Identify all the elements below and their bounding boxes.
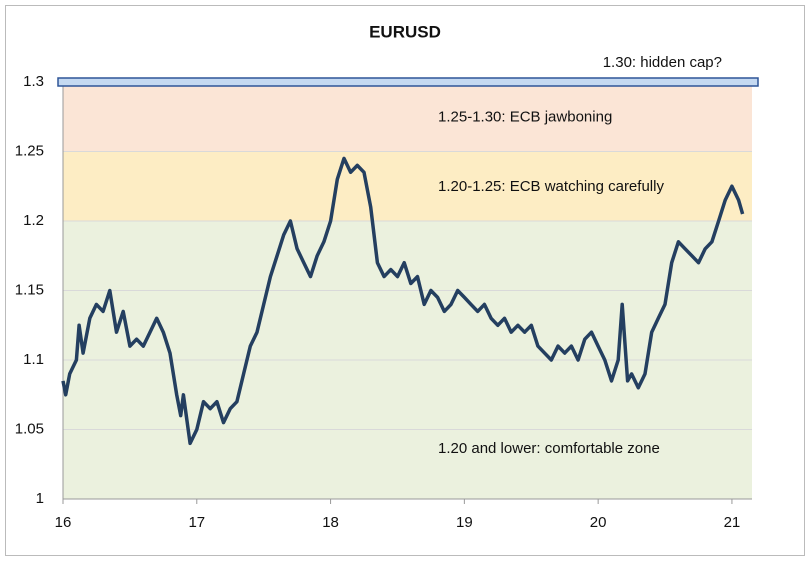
- cap-label: 1.30: hidden cap?: [603, 54, 722, 71]
- y-tick-label: 1.15: [15, 281, 44, 298]
- x-tick-label: 19: [456, 514, 473, 531]
- band-label: 1.20 and lower: comfortable zone: [438, 440, 660, 457]
- band: [63, 82, 752, 152]
- cap-bar: [57, 77, 759, 87]
- series-line: [61, 156, 745, 446]
- y-tick-label: 1.1: [23, 351, 44, 368]
- band: [63, 151, 752, 221]
- y-tick-label: 1.25: [15, 142, 44, 159]
- x-tick-label: 20: [590, 514, 607, 531]
- y-tick-label: 1.2: [23, 212, 44, 229]
- x-tick-label: 18: [322, 514, 339, 531]
- chart-title: EURUSD: [369, 22, 441, 41]
- x-tick-label: 17: [188, 514, 205, 531]
- x-tick-label: 21: [724, 514, 741, 531]
- y-tick-label: 1.05: [15, 420, 44, 437]
- y-tick-label: 1.3: [23, 73, 44, 90]
- x-tick-label: 16: [55, 514, 72, 531]
- band-label: 1.20-1.25: ECB watching carefully: [438, 178, 664, 195]
- y-tick-label: 1: [36, 490, 44, 507]
- band-label: 1.25-1.30: ECB jawboning: [438, 109, 612, 126]
